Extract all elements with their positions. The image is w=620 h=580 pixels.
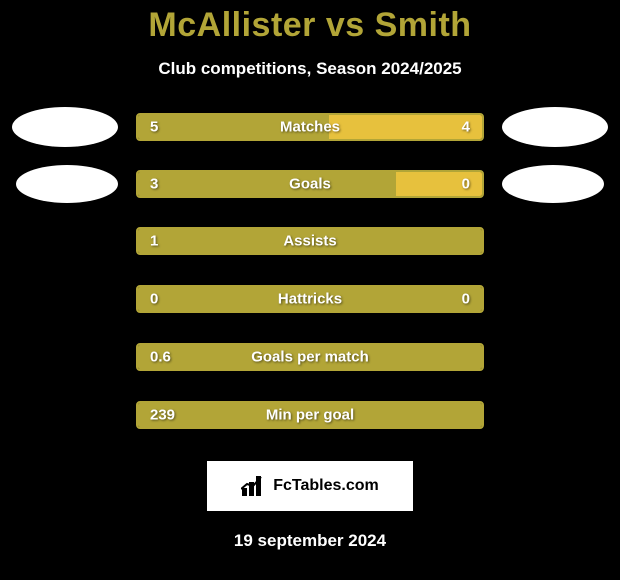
stat-bar: 239 Min per goal: [136, 401, 484, 429]
player-right-avatar: [502, 107, 608, 147]
stat-label: Hattricks: [278, 291, 342, 308]
stat-bar: 0.6 Goals per match: [136, 343, 484, 371]
stat-label: Goals per match: [251, 349, 369, 366]
stat-label: Matches: [280, 119, 340, 136]
stat-value-left: 5: [150, 119, 158, 136]
stat-value-left: 0: [150, 291, 158, 308]
player-right-avatar: [502, 165, 604, 203]
stat-row: 3 0 Goals: [0, 165, 620, 203]
stat-bar: 5 4 Matches: [136, 113, 484, 141]
player-left-avatar: [16, 165, 118, 203]
bar-chart-icon: [241, 475, 267, 497]
stat-row: 5 4 Matches: [0, 107, 620, 147]
stat-value-left: 239: [150, 407, 175, 424]
player-left-avatar: [12, 107, 118, 147]
stat-fill-left: [138, 172, 396, 196]
site-logo: FcTables.com: [207, 461, 413, 511]
stat-fill-right: [329, 115, 482, 139]
stat-value-right: 4: [462, 119, 470, 136]
comparison-title: McAllister vs Smith: [0, 6, 620, 45]
stat-value-right: 0: [462, 176, 470, 193]
stat-value-right: 0: [462, 291, 470, 308]
stat-value-left: 0.6: [150, 349, 171, 366]
stat-bar: 3 0 Goals: [136, 170, 484, 198]
stat-row: 0 0 Hattricks: [0, 279, 620, 319]
stat-bar: 0 0 Hattricks: [136, 285, 484, 313]
stat-bar: 1 Assists: [136, 227, 484, 255]
stat-value-left: 1: [150, 233, 158, 250]
stat-value-left: 3: [150, 176, 158, 193]
stats-container: 5 4 Matches 3 0 Goals 1 Assists 0 0 Hattricks 0.6 Go…: [0, 107, 620, 435]
stat-row: 1 Assists: [0, 221, 620, 261]
logo-text: FcTables.com: [273, 477, 379, 495]
comparison-subtitle: Club competitions, Season 2024/2025: [0, 59, 620, 79]
comparison-card: McAllister vs Smith Club competitions, S…: [0, 0, 620, 580]
snapshot-date: 19 september 2024: [0, 531, 620, 551]
stat-row: 239 Min per goal: [0, 395, 620, 435]
stat-row: 0.6 Goals per match: [0, 337, 620, 377]
stat-label: Assists: [283, 233, 336, 250]
stat-label: Goals: [289, 176, 331, 193]
stat-label: Min per goal: [266, 407, 354, 424]
